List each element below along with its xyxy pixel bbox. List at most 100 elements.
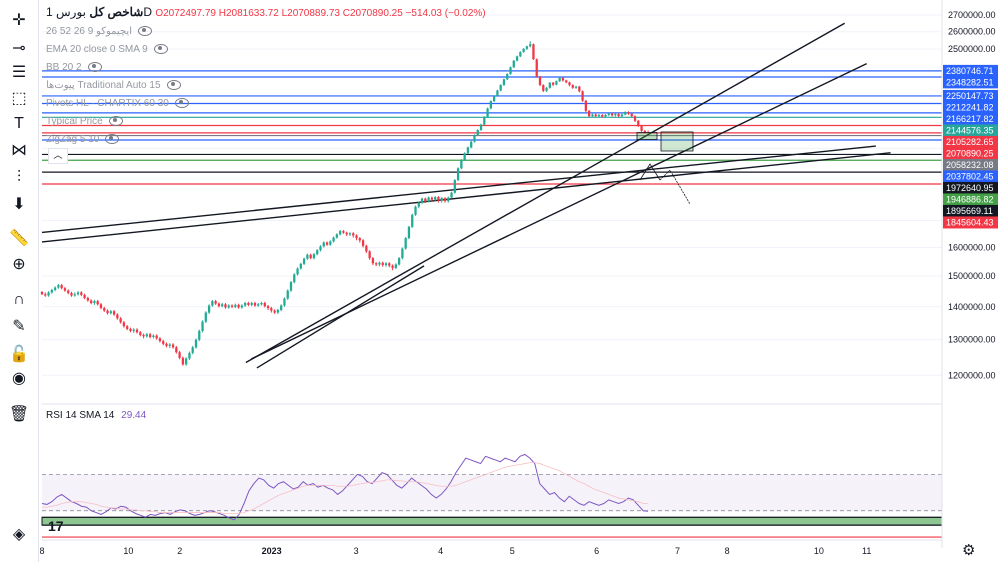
candle-body [558, 77, 561, 82]
candle-body [460, 160, 463, 169]
zoom-icon[interactable]: ⊕ [12, 256, 26, 273]
candle-body [329, 241, 332, 245]
candle-body [443, 198, 447, 202]
candle-body [293, 274, 296, 283]
lines-icon[interactable]: ☰ [11, 64, 27, 81]
indicator-legend-item[interactable]: EMA 20 close 0 SMA 9 [46, 44, 168, 55]
indicator-legend-item[interactable]: ایچیموکو 9 26 52 26 [46, 26, 152, 37]
indicator-legend-item[interactable]: BB 20 2 [46, 62, 102, 73]
candle-body [283, 298, 286, 306]
indicator-legend-item[interactable]: ZigZag 5 10 [46, 134, 120, 145]
candle-body [148, 334, 152, 338]
candle-body [417, 202, 420, 207]
candle-body [342, 231, 345, 233]
indicator-legend-item[interactable]: پیوت‌ها Traditional Auto 15 [46, 80, 181, 91]
candle-body [610, 113, 614, 116]
candle-body [420, 198, 424, 203]
candle-body [181, 357, 185, 365]
pattern-icon[interactable]: ⋈ [11, 142, 27, 159]
visibility-eye-icon[interactable] [174, 98, 189, 109]
candle-body [361, 240, 365, 246]
horizontal-line-icon[interactable]: ⊸ [12, 40, 26, 57]
lock-icon[interactable]: 🔓 [9, 346, 29, 363]
price-level-tag [943, 76, 998, 89]
candle-body [630, 113, 633, 117]
candle-body [574, 86, 578, 88]
arrow-down-icon[interactable]: ⬇ [12, 196, 26, 213]
candle-body [126, 326, 129, 329]
candle-body [456, 168, 460, 181]
candle-body [496, 90, 499, 96]
candle-body [637, 120, 640, 126]
visibility-eye-icon[interactable] [137, 26, 152, 37]
forecast-icon[interactable]: ⫶ [16, 169, 21, 186]
candle-body [519, 52, 522, 57]
candle-body [280, 305, 283, 310]
candle-body [411, 214, 414, 227]
price-level-tag [943, 135, 998, 148]
candle-body [633, 116, 637, 121]
candle-body [243, 303, 247, 306]
trendline [251, 62, 867, 360]
candle-body [571, 85, 574, 88]
time-tick-label: 6 [594, 546, 599, 556]
candle-body [489, 101, 493, 109]
candle-body [601, 114, 604, 117]
text-icon[interactable]: T [14, 115, 24, 132]
indicator-legend-item[interactable]: Typical Price [46, 116, 123, 127]
candle-body [217, 303, 221, 307]
visibility-eye-icon[interactable] [108, 116, 123, 127]
candle-body [247, 303, 250, 305]
price-level-label: 2105282.65 [946, 137, 994, 147]
time-tick-label: 4 [438, 546, 443, 556]
visibility-eye-icon[interactable] [105, 134, 120, 145]
price-level-label: 2058232.08 [946, 160, 994, 170]
ruler-icon[interactable]: 📏 [9, 230, 29, 247]
magnet-icon[interactable]: ∩ [13, 291, 25, 308]
candle-body [509, 67, 512, 75]
price-tick-label: 1400000.00 [948, 302, 996, 312]
candle-body [188, 352, 191, 359]
price-level-label: 2166217.82 [946, 114, 994, 124]
settings-gear-icon[interactable]: ⚙ [962, 542, 976, 559]
price-tick-label: 2600000.00 [948, 27, 996, 37]
candle-body [565, 80, 568, 83]
candle-body [142, 334, 145, 337]
candle-body [57, 285, 60, 288]
eye-icon[interactable]: ◉ [12, 370, 26, 387]
visibility-eye-icon[interactable] [166, 80, 181, 91]
time-tick-label: 8 [39, 546, 44, 556]
visibility-eye-icon[interactable] [153, 44, 168, 55]
candle-body [306, 254, 309, 259]
symbol-name[interactable]: شاخص کل [89, 5, 144, 19]
price-axis: 1200000.00 1300000.00 1400000.00 1500000.00… [941, 0, 1000, 562]
crosshair-icon[interactable]: ✛ [12, 12, 26, 29]
candle-body [266, 306, 270, 309]
collapse-legend-button[interactable]: ︿ [48, 148, 68, 164]
price-level-label: 2212241.82 [946, 102, 994, 112]
candle-body [640, 125, 643, 131]
interval-label[interactable]: 1D [46, 5, 152, 19]
candle-body [352, 233, 355, 236]
candle-body [44, 294, 47, 296]
ohlc-values: O2072497.79 H2081633.72 L2070889.73 C207… [155, 8, 486, 19]
candle-body [224, 304, 227, 308]
candle-body [93, 301, 96, 304]
indicator-legend-item[interactable]: Pivots HL · CHARTIX 60 30 [46, 98, 189, 109]
candle-body [53, 287, 57, 290]
candle-body [129, 328, 132, 331]
rectangle-icon[interactable]: ⬚ [11, 90, 27, 107]
pencil-lock-icon[interactable]: ✎ [12, 318, 26, 335]
candle-body [604, 114, 607, 117]
trash-icon[interactable]: 🗑 [8, 406, 30, 423]
tradingview-logo[interactable]: 17 [48, 518, 64, 534]
price-tick-label: 1600000.00 [948, 242, 996, 252]
layers-icon[interactable]: ◈ [12, 526, 26, 543]
visibility-eye-icon[interactable] [87, 62, 102, 73]
price-level-tag [943, 204, 998, 217]
candle-body [96, 301, 99, 305]
candle-body [391, 265, 394, 268]
candle-body [470, 141, 473, 148]
candle-body [525, 46, 529, 49]
